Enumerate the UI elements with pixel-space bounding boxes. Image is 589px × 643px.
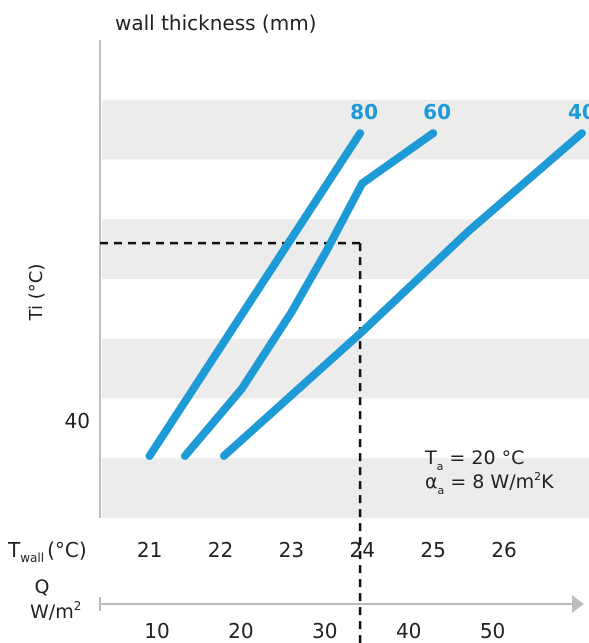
q-tick-label: 40 [396,619,421,643]
q-tick-label: 20 [228,619,253,643]
reference-guides [100,241,362,643]
background-bands [102,99,589,518]
series-labels: 80 60 40 [350,100,589,124]
twall-tick-label: 24 [349,538,374,562]
series-line-40 [220,129,586,460]
twall-tick-label: 21 [137,538,162,562]
series-line-60 [181,129,438,460]
y-tick-label: 40 [65,409,90,433]
twall-tick-label: 22 [208,538,233,562]
q-tick-label: 10 [144,619,169,643]
q-tick-label: 30 [312,619,337,643]
q-tick-label: 50 [480,619,505,643]
series-label-80: 80 [350,100,378,124]
twall-tick-label: 23 [279,538,304,562]
series-label-60: 60 [423,100,451,124]
chart-title: wall thickness (mm) [115,11,316,35]
ta-annotation: Ta = 20 °C [424,447,524,473]
q-tick-labels: 10 20 30 40 50 [144,619,505,643]
q-axis-label-line1: Q [35,576,50,598]
twall-tick-label: 26 [491,538,516,562]
band [102,219,589,279]
twall-tick-label: 25 [420,538,445,562]
twall-axis-label: Twall (°C) [7,538,87,565]
q-axis-arrow [572,595,584,613]
series-line-80 [145,129,365,460]
band [102,458,589,518]
q-axis-label-line2: W/m2 [30,599,81,623]
y-axis-label: Ti (°C) [26,264,47,322]
series-label-40: 40 [568,100,589,124]
alpha-annotation: αa = 8 W/m2K [425,470,554,497]
twall-tick-labels: 21 22 23 24 25 26 [137,538,517,562]
series-lines [145,129,586,460]
